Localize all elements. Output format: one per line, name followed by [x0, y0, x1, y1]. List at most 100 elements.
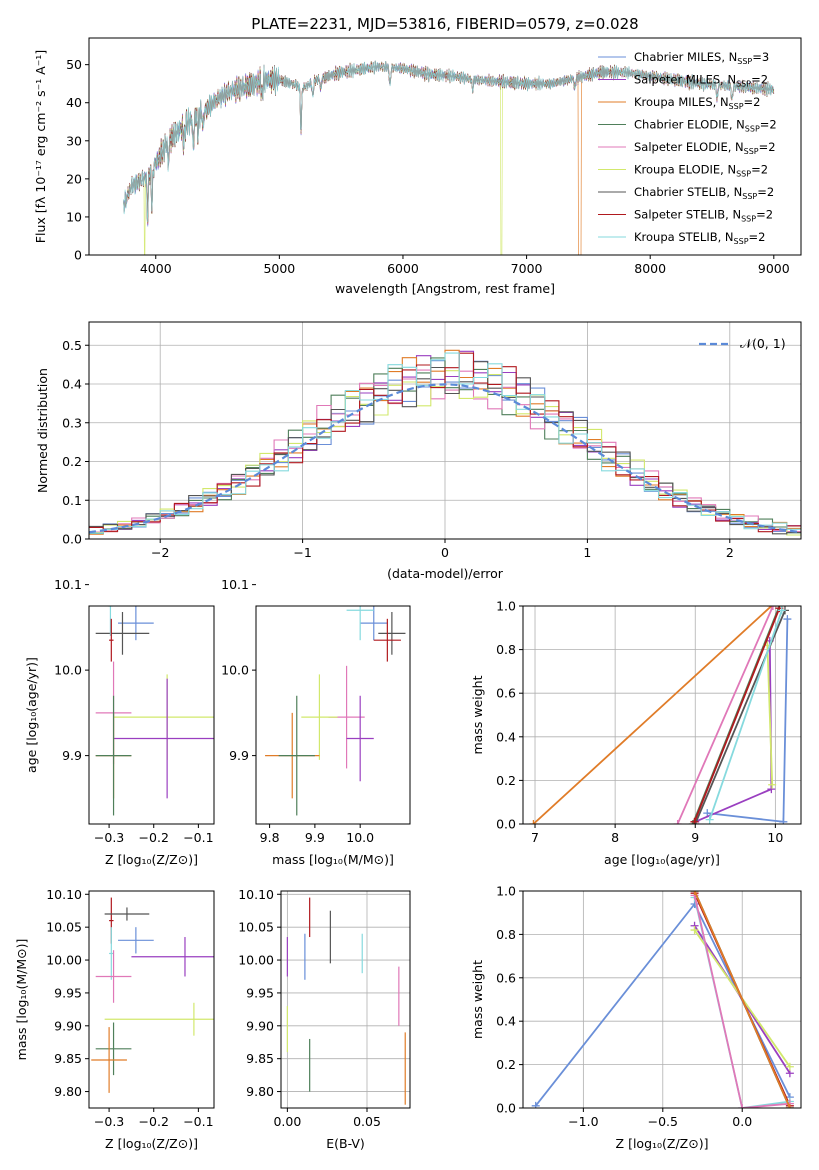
legend-label: Kroupa ELODIE, NSSP=2: [634, 163, 768, 179]
weight-line-c4: [676, 606, 774, 824]
y-axis-label: mass weight: [470, 675, 485, 754]
plus-marker: [785, 1062, 794, 1071]
errorbar-point-c0: [118, 606, 154, 641]
x-tick-label: 5000: [263, 261, 295, 276]
axes-frame: −0.3 −0.2 −0.1 9.9 10.0 10.1 Z [log₁₀(Z/Z⊙)] ag…: [24, 577, 215, 867]
panel-mass-vs-Z: −0.3 −0.2 −0.1 9.80 9.85 9.90 9.95 10.00 10.05 10…: [14, 887, 215, 1151]
y-tick-label: 10.0: [54, 663, 82, 678]
legend-subscript: SSP: [742, 192, 757, 201]
y-tick-label: 0.0: [496, 817, 516, 832]
y-tick-label: 0.3: [62, 415, 82, 430]
axes-spine: [88, 605, 215, 825]
weight-line-c2: [532, 606, 773, 824]
y-tick-label: 0.6: [496, 970, 516, 985]
spectrum-legend: Chabrier MILES, NSSP=3 Salpeter MILES, NS…: [598, 50, 777, 246]
y-axis-label: Flux [fλ 10⁻¹⁷ erg cm⁻² s⁻¹ A⁻¹]: [33, 50, 48, 243]
x-tick-label: 10: [767, 830, 783, 845]
axes-frame: 4000 5000 6000 7000 8000 9000 0 10 20 30 40 50 wavel…: [33, 37, 802, 296]
y-tick-label: 1.0: [496, 599, 516, 614]
figure-title: PLATE=2231, MJD=53816, FIBERID=0579, z=0…: [251, 15, 638, 33]
x-axis-label: (data-model)/error: [387, 566, 504, 581]
y-tick-label: 10.00: [46, 953, 82, 968]
legend-subscript: SSP: [734, 237, 749, 246]
plot-area-age-vs-Z: [95, 606, 214, 816]
y-tick-label: 20: [66, 171, 82, 186]
plot-area-mass-vs-EBV: [286, 897, 406, 1105]
legend-label: Salpeter STELIB, NSSP=2: [634, 208, 773, 224]
x-tick-label: 1: [583, 545, 591, 560]
y-tick-label: 1.0: [496, 884, 516, 899]
legend-label: Chabrier STELIB, NSSP=2: [634, 185, 774, 201]
errorbar-point-c0: [360, 606, 388, 641]
legend-label-normal: 𝒩(0, 1): [740, 336, 786, 351]
axes-frame: −2 −1 0 1 2 0.0 0.1 0.2 0.3 0.4 0.5 (data-model)/er…: [35, 321, 802, 581]
y-tick-label: 0.0: [496, 1101, 516, 1116]
normal-curve: [89, 383, 799, 534]
errorbar-point-c5: [301, 674, 338, 760]
spectrum-line-c8: [123, 60, 775, 223]
axes-spine: [522, 605, 802, 825]
plus-marker: [768, 606, 777, 610]
plot-area-age-vs-mass: [265, 606, 406, 816]
errorbar-point-c1: [346, 695, 374, 782]
y-tick-label: 40: [66, 95, 82, 110]
x-tick-label: −0.2: [139, 830, 169, 845]
y-tick-label: 10.10: [238, 887, 274, 902]
y-tick-label: 9.80: [246, 1084, 274, 1099]
plus-marker: [779, 817, 788, 824]
x-tick-label: 7: [531, 830, 539, 845]
x-tick-label: 7000: [511, 261, 543, 276]
errorbar-point-c3: [95, 1022, 132, 1076]
y-tick-label: 9.95: [54, 985, 82, 1000]
plus-marker: [767, 785, 776, 794]
axes-spine: [88, 890, 215, 1109]
legend-value: =2: [756, 208, 773, 222]
errorbar-point-c1: [131, 937, 214, 977]
legend-subscript: SSP: [745, 125, 760, 134]
y-tick-label: 10.00: [238, 953, 274, 968]
y-tick-label: 0.5: [62, 338, 82, 353]
x-tick-label: −0.1: [183, 1114, 213, 1129]
y-tick-label: 10.1: [54, 577, 82, 592]
y-tick-label: 0.2: [496, 1057, 516, 1072]
x-axis-label: mass [log₁₀(M/M⊙)]: [272, 852, 394, 867]
legend-value: =3: [752, 50, 769, 64]
plus-marker: [673, 820, 682, 824]
legend-value: =2: [757, 185, 774, 199]
legend-value: =2: [759, 140, 776, 154]
x-tick-label: −1.0: [568, 1114, 598, 1129]
y-axis-label: age [log₁₀(age/yr)]: [24, 657, 39, 773]
legend-subscript: SSP: [741, 215, 756, 224]
legend-value: =2: [744, 95, 761, 109]
legend-label: Kroupa MILES, NSSP=2: [634, 95, 760, 111]
legend-value: =2: [749, 230, 766, 244]
legend-value: =2: [751, 73, 768, 87]
x-tick-label: 9000: [758, 261, 790, 276]
legend-label: Chabrier ELODIE, NSSP=2: [634, 118, 777, 134]
y-tick-label: 0.1: [62, 493, 82, 508]
x-tick-label: 2: [726, 545, 734, 560]
errorbar-point-c4: [95, 950, 132, 1003]
y-tick-label: 0.4: [496, 729, 516, 744]
x-tick-label: 9.9: [305, 830, 325, 845]
x-axis-label: E(B-V): [326, 1136, 365, 1151]
axes-frame: −0.3 −0.2 −0.1 9.80 9.85 9.90 9.95 10.00 10.05 10…: [14, 887, 215, 1151]
y-tick-label: 0.0: [62, 532, 82, 547]
panel-age-vs-Z: −0.3 −0.2 −0.1 9.9 10.0 10.1 Z [log₁₀(Z/Z⊙)] ag…: [24, 577, 215, 867]
x-tick-label: −2: [151, 545, 169, 560]
y-tick-label: 0.2: [496, 773, 516, 788]
legend-subscript: SSP: [729, 102, 744, 111]
y-tick-label: 0.8: [496, 927, 516, 942]
legend-value: =2: [760, 118, 777, 132]
plot-area-weight-vs-Z: [531, 891, 794, 1108]
x-tick-label: 8: [611, 830, 619, 845]
x-tick-label: 10.0: [346, 830, 374, 845]
x-tick-label: 6000: [387, 261, 419, 276]
y-tick-label: 0.6: [496, 686, 516, 701]
axes-spine: [280, 890, 411, 1109]
plus-marker: [705, 815, 714, 824]
axes-spine: [255, 605, 411, 825]
y-tick-label: 9.90: [246, 1018, 274, 1033]
legend-subscript: SSP: [736, 80, 751, 89]
